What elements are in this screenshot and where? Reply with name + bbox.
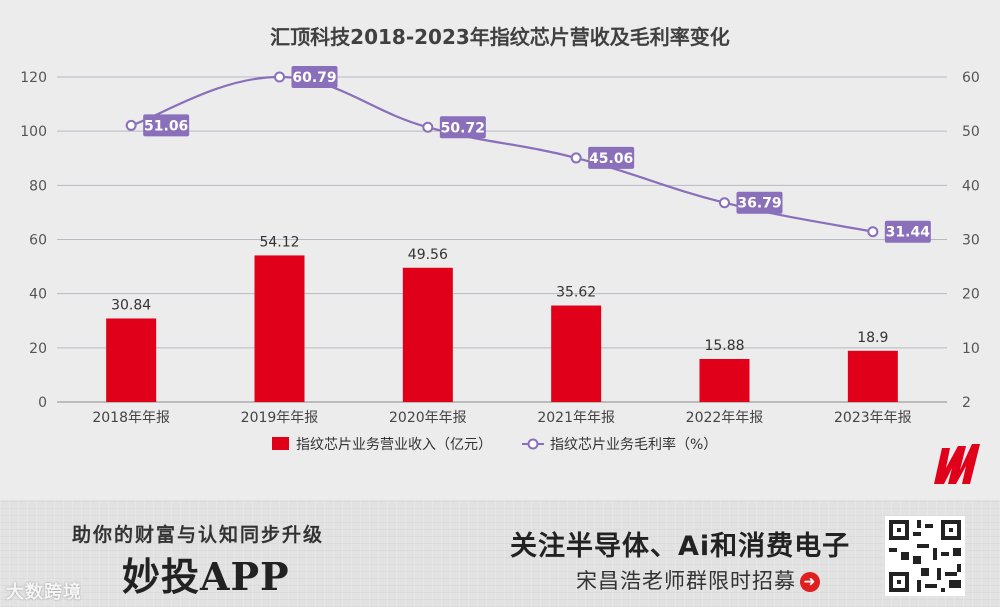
banner-recruit-text: 宋昌浩老师群限时招募 [576,569,796,593]
banner-recruit[interactable]: 宋昌浩老师群限时招募 ➜ [576,565,820,595]
x-tick-label: 2023年年报 [834,410,912,426]
bar [699,358,750,402]
promo-banner [0,500,1000,607]
line-point [570,152,582,164]
line-data-label: 60.79 [292,70,336,86]
right-tick-label: 20 [962,287,980,303]
bar [551,305,602,402]
line-point [422,121,434,133]
bar-data-label: 30.84 [111,297,151,313]
x-tick-label: 2022年年报 [686,410,764,426]
legend-line-label: 指纹芯片业务毛利率（%） [550,436,717,453]
left-tick-label: 80 [29,178,47,194]
banner-app-name: 妙投APP [122,554,290,599]
combo-chart: 汇顶科技2018-2023年指纹芯片营收及毛利率变化 0 20 40 60 80 100 1… [20,25,980,453]
line-point [867,226,879,238]
right-tick-label: 2 [962,395,971,411]
line-point [274,71,285,83]
right-axis-ticks: 2 10 20 30 40 50 60 [962,70,980,411]
line-data-label: 45.06 [589,151,633,167]
line-label-box [736,191,783,214]
line-point [719,197,730,209]
line-label-box [884,220,931,243]
x-tick-label: 2018年年报 [92,410,170,426]
chart-area: 汇顶科技2018-2023年指纹芯片营收及毛利率变化 0 20 40 60 80 100 1… [20,25,980,453]
line-data-label: 51.06 [144,118,188,134]
bar-data-label: 49.56 [408,247,448,263]
left-tick-label: 100 [20,124,47,140]
qr-code-icon[interactable] [885,516,965,596]
x-tick-label: 2019年年报 [241,410,319,426]
line-data-label: 31.44 [886,225,931,241]
bar [254,255,305,402]
right-tick-label: 30 [962,233,980,249]
bar-series [106,255,898,402]
bar [847,350,898,402]
line-data-label: 50.72 [441,120,485,136]
legend-bar-swatch [272,437,289,450]
chart-title: 汇顶科技2018-2023年指纹芯片营收及毛利率变化 [270,25,730,49]
bar [402,267,453,402]
grid-lines [57,76,947,403]
line-label-box [291,66,338,88]
right-tick-label: 50 [962,124,980,140]
bar-data-label: 15.88 [704,338,744,354]
right-tick-label: 10 [962,341,980,357]
right-tick-label: 40 [962,178,980,194]
left-tick-label: 60 [29,233,47,249]
left-tick-label: 120 [20,70,47,86]
line-data-label: 36.79 [737,196,781,212]
left-tick-label: 0 [38,395,47,411]
brand-logo-icon [934,444,980,484]
left-axis-ticks: 0 20 40 60 80 100 120 [20,70,47,411]
line-label-box [588,146,635,169]
legend: 指纹芯片业务营业收入（亿元） 指纹芯片业务毛利率（%） [272,436,717,453]
right-tick-label: 60 [962,70,980,86]
bar-data-label: 54.12 [259,234,299,250]
line-label-box [143,114,190,137]
line-point [125,119,137,131]
bar-data-label: 18.9 [857,330,888,346]
legend-line-marker [527,438,539,450]
left-tick-label: 20 [29,341,47,357]
legend-bar-label: 指纹芯片业务营业收入（亿元） [296,437,492,453]
x-tick-label: 2021年年报 [537,410,615,426]
banner-slogan: 助你的财富与认知同步升级 [72,524,325,546]
banner-headline: 关注半导体、Ai和消费电子 [510,531,851,562]
line-label-box [439,116,486,139]
x-tick-label: 2020年年报 [389,410,467,426]
bar-data-label: 35.62 [556,285,596,301]
x-axis-ticks: 2018年年报 2019年年报 2020年年报 2021年年报 2022年年报 2023年… [92,410,911,426]
bar [106,318,157,402]
line-series: 51.06 60.79 50.72 45.06 36.79 31.44 [125,66,931,243]
left-tick-label: 40 [29,287,47,303]
bar-data-labels: 30.84 54.12 49.56 35.62 15.88 18.9 [111,234,888,354]
arrow-right-icon: ➜ [800,572,820,592]
watermark: 大数跨境 [6,582,82,603]
